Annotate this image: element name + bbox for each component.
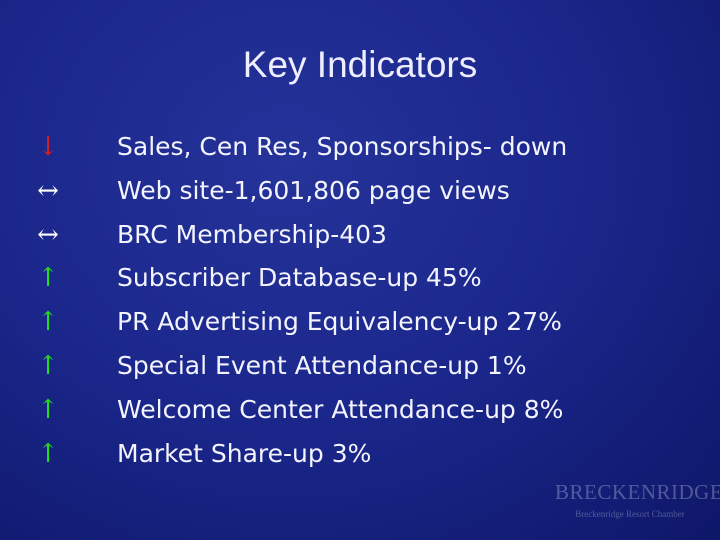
- indicator-row: ↔ Web site-1,601,806 page views: [0, 172, 720, 216]
- indicator-row: ↑ Market Share-up 3%: [0, 435, 720, 479]
- trend-arrow: ↑: [37, 307, 59, 338]
- trend-arrow: ↔: [37, 175, 59, 206]
- indicator-text: Market Share-up 3%: [117, 438, 372, 468]
- trend-arrow: ↑: [37, 394, 59, 425]
- trend-arrow: ↔: [37, 219, 59, 250]
- indicator-text: Sales, Cen Res, Sponsorships- down: [117, 132, 568, 161]
- indicator-text: Welcome Center Attendance-up 8%: [117, 394, 564, 424]
- indicator-text: Subscriber Database-up 45%: [117, 263, 482, 293]
- indicator-list: ↓ Sales, Cen Res, Sponsorships- down ↔ Web …: [0, 128, 720, 478]
- indicator-row: ↑ PR Advertising Equivalency-up 27%: [0, 303, 720, 347]
- indicator-text: PR Advertising Equivalency-up 27%: [117, 307, 562, 337]
- indicator-text: Web site-1,601,806 page views: [117, 175, 510, 205]
- logo-name: BRECKENRIDGE: [555, 480, 720, 504]
- trend-arrow: ↑: [37, 350, 59, 381]
- trend-arrow: ↓: [37, 132, 59, 162]
- indicator-row: ↑ Subscriber Database-up 45%: [0, 259, 720, 303]
- logo: BRECKENRIDGE Breckenridge Resort Chamber: [555, 480, 720, 519]
- slide-title: Key Indicators: [242, 44, 478, 85]
- indicator-text: Special Event Attendance-up 1%: [117, 350, 527, 380]
- trend-arrow: ↑: [37, 438, 59, 469]
- indicator-row: ↑ Welcome Center Attendance-up 8%: [0, 391, 720, 435]
- trend-arrow: ↑: [37, 263, 59, 294]
- indicator-row: ↑ Special Event Attendance-up 1%: [0, 347, 720, 391]
- indicator-row: ↔ BRC Membership-403: [0, 216, 720, 260]
- logo-caption: Breckenridge Resort Chamber: [575, 509, 685, 519]
- indicator-text: BRC Membership-403: [117, 219, 387, 249]
- indicator-row: ↓ Sales, Cen Res, Sponsorships- down: [0, 128, 720, 172]
